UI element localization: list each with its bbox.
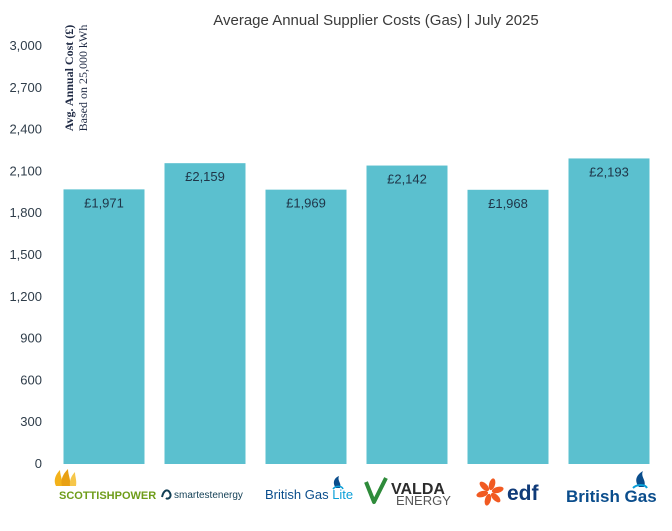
bar [265,189,347,465]
bar [164,163,246,465]
edf-logo-text: edf [507,482,540,505]
y-tick-label: 1,800 [9,205,42,220]
bar-value-label: £1,968 [488,196,528,211]
flame-icon [332,476,344,490]
logo-edf: edf [476,478,540,506]
bar-value-label: £2,159 [185,169,225,184]
bar [366,165,448,464]
energy-logo-text: ENERGY [396,493,451,508]
wave-icon [161,489,172,500]
y-axis-label: Avg. Annual Cost (£) Based on 25,000 kWh [62,25,90,132]
y-tick-label: 300 [20,414,42,429]
chart-title: Average Annual Supplier Costs (Gas) | Ju… [213,12,538,29]
y-axis-label-line2: Based on 25,000 kWh [76,25,90,132]
bar-value-label: £2,193 [589,164,629,179]
y-tick-label: 600 [20,372,42,387]
bar-value-label: £2,142 [387,172,427,187]
bar [568,158,650,464]
logo-british-gas: British Gas [566,471,657,506]
y-tick-label: 3,000 [9,38,42,53]
valda-logo-text: VALDA [391,481,445,498]
smartestenergy-logo-text: smartestenergy [174,490,243,501]
y-tick-label: 2,400 [9,122,42,137]
british-gas-lite-logo-text: British Gas Lite [265,487,353,502]
bar [63,189,145,464]
y-tick-label: 2,700 [9,80,42,95]
y-tick-label: 1,500 [9,247,42,262]
bar-value-label: £1,971 [84,195,124,210]
bar [467,189,549,465]
y-axis-ticks: 0 300 600 900 1,200 1,500 1,800 2,100 2,400 2,700… [9,38,42,471]
logo-scottishpower: SCOTTISHPOWER [54,469,156,502]
bars [63,158,650,465]
sun-flower-icon [476,478,504,506]
value-labels: £1,971 £2,159 £1,969 £2,142 £1,968 £2,193 [84,164,629,210]
lite-word: Lite [332,487,353,502]
y-tick-label: 0 [35,456,42,471]
y-tick-label: 2,100 [9,163,42,178]
british-gas-logo-text: British Gas [566,487,657,506]
flame-icon [54,469,77,486]
logo-smartestenergy: smartestenergy [161,489,243,501]
v-check-icon [364,477,388,504]
bar-value-label: £1,969 [286,196,326,211]
logo-british-gas-lite: British Gas Lite [265,476,353,502]
flame-icon [632,471,648,489]
scottishpower-logo-text: SCOTTISHPOWER [59,490,156,502]
y-tick-label: 900 [20,331,42,346]
y-tick-label: 1,200 [9,289,42,304]
y-axis-label-line1: Avg. Annual Cost (£) [62,25,76,131]
british-gas-lite-word: British Gas [265,487,332,502]
supplier-logos: SCOTTISHPOWER smartestenergy British Gas L… [54,469,657,508]
